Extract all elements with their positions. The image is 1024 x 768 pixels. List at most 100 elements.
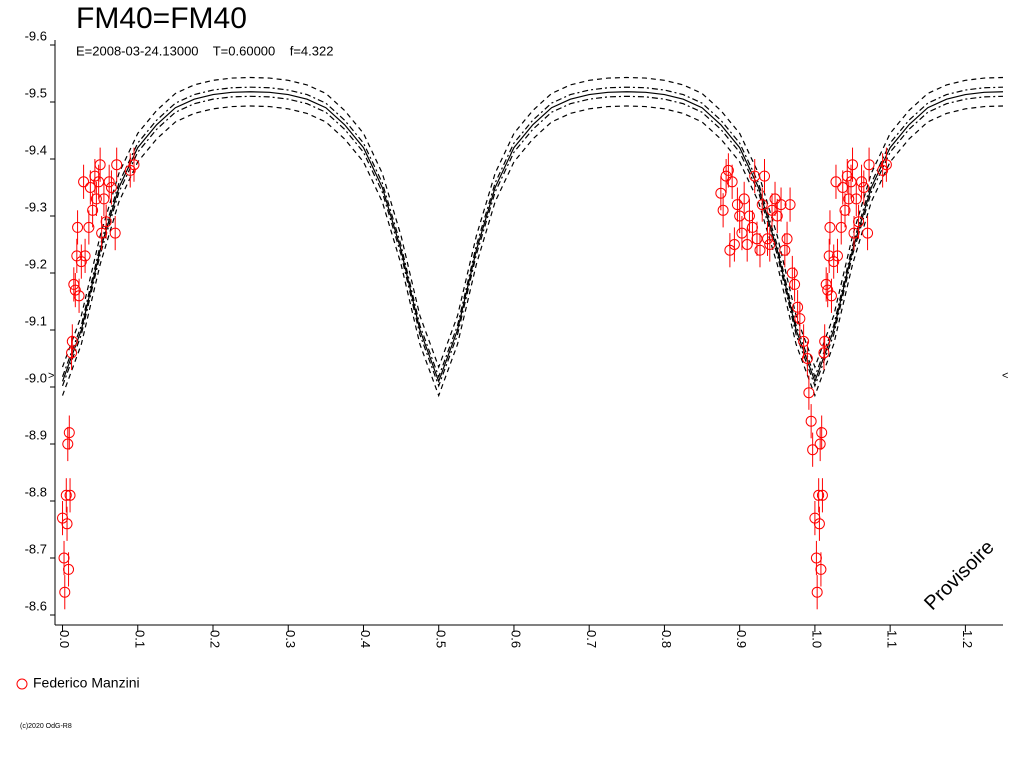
right-marker: < <box>1002 370 1008 382</box>
data-point <box>66 347 78 359</box>
data-point <box>813 489 825 501</box>
chart-subtitle: E=2008-03-24.13000 T=0.60000 f=4.322 <box>76 43 333 58</box>
data-point <box>751 233 763 245</box>
data-point <box>847 159 859 171</box>
data-point <box>764 239 776 250</box>
data-point <box>786 267 798 279</box>
data-point <box>94 159 106 171</box>
data-point <box>728 239 740 250</box>
data-point <box>803 387 815 399</box>
data-point <box>801 353 813 364</box>
data-point <box>105 182 117 193</box>
x-tick-label: 1.0 <box>809 630 824 648</box>
data-point <box>103 176 115 188</box>
data-point <box>100 216 112 228</box>
x-tick-label: 0.7 <box>584 630 599 648</box>
data-point <box>769 193 781 205</box>
data-point <box>828 256 840 268</box>
y-tick-label: -9.0 <box>25 370 47 385</box>
x-tick-label: 0.1 <box>132 630 147 648</box>
y-tick-label: -8.8 <box>25 484 47 499</box>
data-point <box>813 518 825 530</box>
legend-label: Federico Manzini <box>33 675 140 691</box>
y-tick-label: -9.4 <box>25 142 47 157</box>
data-point <box>815 563 827 575</box>
legend-marker <box>16 678 28 690</box>
x-tick-label: 0.3 <box>283 630 298 648</box>
data-point <box>756 199 768 211</box>
data-point <box>66 335 78 347</box>
data-point <box>863 159 875 171</box>
x-tick-label: 0.5 <box>433 630 448 648</box>
data-point <box>75 256 87 268</box>
data-point <box>818 347 830 359</box>
data-point <box>109 227 121 239</box>
data-point <box>853 216 865 228</box>
data-point <box>771 210 783 222</box>
data-point <box>90 193 102 205</box>
y-tick-label: -8.6 <box>25 598 47 613</box>
model-line <box>61 86 1004 379</box>
data-point <box>835 221 847 233</box>
data-point <box>877 164 889 176</box>
data-point <box>880 159 892 171</box>
data-point <box>822 284 834 296</box>
data-point <box>731 199 743 211</box>
data-point <box>794 313 806 325</box>
data-point <box>779 244 791 256</box>
data-point <box>807 444 819 456</box>
data-point <box>789 278 801 290</box>
x-tick-label: 0.6 <box>509 630 524 648</box>
y-tick-label: -9.5 <box>25 85 47 100</box>
data-point <box>811 586 823 598</box>
data-point <box>754 244 766 256</box>
data-point <box>819 335 831 347</box>
watermark: Provisoire <box>920 536 998 614</box>
data-point <box>758 170 770 182</box>
y-tick-label: -9.6 <box>25 28 47 43</box>
data-point <box>762 233 774 245</box>
data-point <box>839 204 851 216</box>
data-point <box>64 489 76 501</box>
data-point <box>722 164 734 176</box>
data-point <box>792 301 804 313</box>
data-point <box>798 335 810 347</box>
data-point <box>83 221 95 233</box>
x-tick-label: 0.8 <box>659 630 674 648</box>
data-point <box>831 250 843 262</box>
data-point <box>856 176 868 188</box>
chart-title: FM40=FM40 <box>76 2 247 35</box>
data-point <box>79 250 91 262</box>
data-point <box>87 204 99 216</box>
x-tick-label: 1.1 <box>885 630 900 648</box>
x-tick-label: 0.4 <box>358 630 373 648</box>
x-tick-label: 1.2 <box>960 630 975 648</box>
data-point <box>726 176 738 188</box>
data-point <box>720 170 732 182</box>
data-point <box>63 563 75 575</box>
data-point <box>124 164 136 176</box>
data-point <box>805 415 817 427</box>
model-line <box>61 105 1004 398</box>
left-marker: > <box>48 370 54 382</box>
data-point <box>781 233 793 245</box>
data-point <box>59 586 71 598</box>
x-tick-label: 0.9 <box>734 630 749 648</box>
data-point <box>69 284 81 296</box>
data-point <box>830 176 842 188</box>
data-point <box>858 182 870 193</box>
data-point <box>61 518 73 530</box>
x-tick-label: 0.2 <box>208 630 223 648</box>
data-point <box>775 199 787 211</box>
data-point <box>62 438 74 450</box>
data-point <box>111 159 123 171</box>
data-point <box>824 221 836 233</box>
data-point <box>825 290 837 302</box>
data-point <box>814 438 826 450</box>
data-point <box>128 159 140 171</box>
model-line <box>61 95 1004 388</box>
y-tick-label: -9.3 <box>25 199 47 214</box>
data-point <box>72 221 84 233</box>
y-tick-label: -9.2 <box>25 256 47 271</box>
